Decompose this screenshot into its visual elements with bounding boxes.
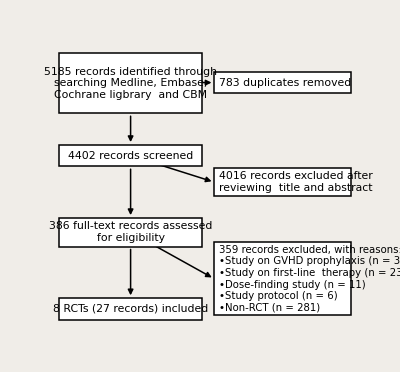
FancyBboxPatch shape (59, 53, 202, 113)
Text: 5185 records identified through
searching Medline, Embase,
Cochrane ligbrary  an: 5185 records identified through searchin… (44, 67, 217, 100)
FancyBboxPatch shape (214, 168, 351, 196)
FancyBboxPatch shape (59, 298, 202, 320)
Text: 4016 records excluded after
reviewing  title and abstract: 4016 records excluded after reviewing ti… (219, 171, 373, 193)
Text: 4402 records screened: 4402 records screened (68, 151, 193, 161)
FancyBboxPatch shape (214, 72, 351, 93)
Text: 783 duplicates removed: 783 duplicates removed (219, 78, 351, 87)
FancyBboxPatch shape (59, 218, 202, 247)
FancyBboxPatch shape (59, 145, 202, 166)
Text: 359 records excluded, with reasons:
•Study on GVHD prophylaxis (n = 38)
•Study o: 359 records excluded, with reasons: •Stu… (219, 245, 400, 313)
FancyBboxPatch shape (214, 242, 351, 315)
Text: 386 full-text records assessed
for eligibility: 386 full-text records assessed for eligi… (49, 221, 212, 243)
Text: 8 RCTs (27 records) included: 8 RCTs (27 records) included (53, 304, 208, 314)
